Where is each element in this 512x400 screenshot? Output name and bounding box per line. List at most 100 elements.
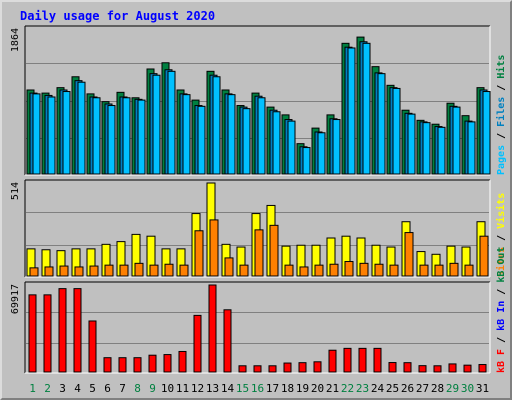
day-label: 23 — [356, 382, 369, 395]
kbf-bar — [373, 347, 382, 373]
pages-bar — [77, 81, 86, 175]
sites-bar — [29, 267, 39, 277]
sites-bar — [239, 264, 249, 277]
kbf-bar — [58, 288, 67, 373]
sites-bar — [299, 266, 309, 277]
hits-ymax-label: 1864 — [10, 28, 21, 52]
kbf-bar — [208, 284, 217, 373]
day-label: 31 — [476, 382, 489, 395]
pages-bar — [242, 108, 251, 175]
pages-bar — [422, 122, 431, 175]
sites-bar — [434, 264, 444, 277]
sites-bar — [224, 257, 234, 277]
kbf-bar — [43, 294, 52, 373]
pages-bar — [452, 106, 461, 175]
kbf-bar — [268, 365, 277, 373]
pages-bar — [62, 91, 71, 175]
pages-bar — [332, 119, 341, 175]
sites-bar — [269, 224, 279, 277]
sites-bar — [149, 264, 159, 277]
pages-bar — [167, 70, 176, 175]
sites-bar — [254, 229, 264, 277]
day-label: 6 — [104, 382, 111, 395]
day-label: 3 — [59, 382, 66, 395]
legend-hits-files-pages-entry: Hits — [495, 55, 507, 79]
kbf-bar — [418, 365, 427, 373]
pages-bar — [107, 105, 116, 175]
legend-kbytes-separator: / — [496, 331, 507, 349]
day-label: 7 — [119, 382, 126, 395]
visits-ymax-label: 514 — [10, 182, 21, 200]
pages-bar — [32, 93, 41, 175]
kbf-bar — [223, 309, 232, 373]
kbf-bar — [88, 320, 97, 373]
day-label: 21 — [326, 382, 339, 395]
pages-bar — [227, 94, 236, 175]
sites-bar — [329, 263, 339, 277]
sites-bar — [209, 219, 219, 277]
day-label: 22 — [341, 382, 354, 395]
kbf-bar — [193, 314, 202, 373]
legend-visits-sites-entry: Sites — [495, 247, 507, 277]
day-label: 4 — [74, 382, 81, 395]
pages-bar — [317, 132, 326, 175]
kbytes-ymax-label: 69917 — [10, 284, 21, 314]
day-label: 14 — [221, 382, 235, 395]
sites-bar — [344, 261, 354, 277]
pages-bar — [377, 73, 386, 175]
legend-hits-files-pages-separator: / — [496, 127, 507, 145]
day-label: 15 — [236, 382, 249, 395]
sites-bar — [359, 262, 369, 277]
day-label: 16 — [251, 382, 264, 395]
sites-bar — [104, 264, 114, 277]
day-label: 25 — [386, 382, 399, 395]
sites-bar — [89, 265, 99, 277]
legend-visits-sites-separator: / — [496, 229, 507, 247]
legend-kbytes-separator: / — [496, 283, 507, 301]
day-label: 2 — [44, 382, 51, 395]
pages-bar — [212, 76, 221, 175]
legend-visits-sites-entry: Visits — [495, 193, 507, 229]
pages-bar — [122, 97, 131, 175]
pages-bar — [407, 113, 416, 175]
pages-bar — [137, 99, 146, 175]
pages-bar — [197, 105, 206, 175]
kbf-bar — [148, 354, 157, 373]
day-label: 5 — [89, 382, 96, 395]
kbf-bar — [178, 350, 187, 373]
kbf-bar — [448, 363, 457, 373]
kbf-bar — [103, 357, 112, 373]
day-label: 12 — [191, 382, 204, 395]
sites-bar — [119, 264, 129, 277]
kbf-bar — [313, 361, 322, 373]
sites-bar — [44, 266, 54, 277]
kbf-bar — [403, 362, 412, 373]
sites-bar — [59, 265, 69, 277]
kbf-bar — [28, 294, 37, 373]
kbf-bar — [253, 365, 262, 373]
legend-hits-files-pages-separator: / — [496, 79, 507, 97]
pages-bar — [257, 97, 266, 175]
day-label: 10 — [161, 382, 174, 395]
sites-bar — [284, 264, 294, 277]
day-label: 1 — [29, 382, 36, 395]
legend-kbytes-entry: kB F — [496, 349, 507, 373]
day-label: 18 — [281, 382, 294, 395]
kbf-bar — [298, 362, 307, 373]
kbf-bar — [238, 365, 247, 373]
day-label: 28 — [431, 382, 444, 395]
kbf-bar — [478, 364, 487, 373]
day-label: 24 — [371, 382, 385, 395]
pages-bar — [437, 126, 446, 175]
sites-bar — [179, 264, 189, 277]
sites-bar — [464, 264, 474, 277]
pages-bar — [362, 42, 371, 175]
kbf-bar — [328, 349, 337, 373]
kbf-bar — [358, 347, 367, 373]
legend-kbytes-entry: kB Out — [496, 247, 507, 283]
sites-bar — [74, 266, 84, 277]
sites-bar — [314, 264, 324, 277]
pages-bar — [392, 87, 401, 175]
kbf-bar — [73, 288, 82, 373]
